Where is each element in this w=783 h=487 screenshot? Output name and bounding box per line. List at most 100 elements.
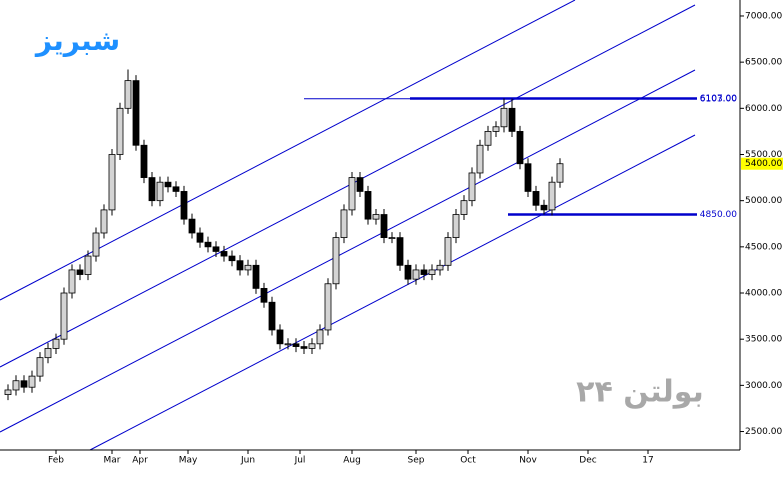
candle-body [548, 181, 556, 211]
candle-body [524, 163, 532, 192]
channel-line [0, 69, 696, 433]
candle-body [12, 380, 20, 391]
x-tick-label: Oct [460, 456, 476, 466]
y-tick-label: 6000.00 [745, 104, 782, 114]
candle-body [60, 292, 68, 340]
candle-body [52, 338, 60, 349]
y-tick-label: 6500.00 [745, 58, 782, 68]
y-tick-label: 2500.00 [745, 427, 782, 437]
y-tick-label: 7000.00 [745, 11, 782, 21]
candle-body [388, 237, 396, 240]
candle-body [108, 154, 116, 211]
candle-body [396, 237, 404, 266]
last-price-box [741, 157, 783, 170]
candle-body [4, 389, 12, 395]
candle-body [44, 348, 52, 359]
channel-line [0, 4, 696, 368]
y-tick-label: 4000.00 [745, 289, 782, 299]
candle-body [132, 80, 140, 146]
candle-body [316, 329, 324, 345]
candle-body [28, 375, 36, 388]
candle-body [180, 191, 188, 220]
candle-body [476, 144, 484, 174]
candle-body [148, 177, 156, 202]
last-price-label: 5400.00 [745, 159, 782, 169]
candle-body [116, 107, 124, 155]
candle-body [372, 214, 380, 220]
y-tick-label: 5000.00 [745, 196, 782, 206]
candle-body [500, 107, 508, 128]
x-tick-label: Nov [519, 456, 537, 466]
y-tick-label: 4500.00 [745, 242, 782, 252]
candle-body [556, 163, 564, 183]
candle-body [156, 181, 164, 202]
level-label: 4850.00 [700, 210, 737, 220]
candle-body [452, 214, 460, 239]
candle-body [204, 241, 212, 248]
candle-body [68, 269, 76, 294]
candle-body [420, 269, 428, 275]
candle-body [260, 287, 268, 303]
x-tick-label: Sep [408, 456, 425, 466]
candle-body [444, 237, 452, 266]
candle-body [492, 126, 500, 132]
candle-body [324, 283, 332, 331]
watermark: بولتن ۲۴ [576, 375, 704, 410]
candle-body [92, 232, 100, 257]
y-tick-label: 3000.00 [745, 381, 782, 391]
channel-line [89, 134, 696, 451]
candle-body [364, 191, 372, 220]
candle-body [468, 172, 476, 202]
candle-body [460, 200, 468, 215]
candle-body [412, 269, 420, 280]
x-tick-label: May [179, 456, 198, 466]
channel-lines [0, 0, 696, 451]
x-tick-label: Aug [343, 456, 361, 466]
candle-body [356, 177, 364, 192]
x-tick-label: Apr [132, 456, 148, 466]
candle-body [308, 343, 316, 349]
candle-body [196, 232, 204, 243]
x-tick-label: Feb [48, 456, 64, 466]
candle-body [236, 260, 244, 271]
candle-body [244, 264, 252, 271]
candle-body [172, 186, 180, 192]
candle-body [84, 255, 92, 275]
candle-body [20, 380, 28, 388]
candle-body [348, 177, 356, 211]
candle-body [276, 329, 284, 345]
candle-body [124, 80, 132, 109]
y-tick-label: 3500.00 [745, 335, 782, 345]
candle-body [540, 204, 548, 211]
candle-body [100, 209, 108, 234]
candle-body [36, 357, 44, 377]
chart-title: شبریز [34, 24, 120, 57]
candle-body [292, 343, 300, 347]
candle-body [76, 269, 84, 275]
candle-body [284, 343, 292, 346]
candle-body [188, 218, 196, 234]
x-tick-label: Jun [240, 456, 255, 466]
candle-body [220, 251, 228, 257]
candle-body [532, 191, 540, 206]
x-tick-label: Dec [579, 456, 596, 466]
x-tick-label: Jul [294, 456, 306, 466]
level-label: 6103.00 [700, 94, 737, 104]
candle-body [228, 255, 236, 262]
candle-body [484, 131, 492, 146]
candle-body [212, 246, 220, 252]
candle-body [340, 209, 348, 239]
candle-body [404, 264, 412, 280]
candle-body [140, 144, 148, 178]
x-tick-label: Mar [104, 456, 121, 466]
candle-body [508, 107, 516, 132]
level-label: 6107.00 [700, 94, 737, 104]
candle-body [516, 131, 524, 165]
candle-body [428, 269, 436, 275]
candle-body [436, 264, 444, 271]
candle-body [300, 346, 308, 349]
candle-body [252, 264, 260, 289]
x-tick-label: 17 [642, 456, 653, 466]
